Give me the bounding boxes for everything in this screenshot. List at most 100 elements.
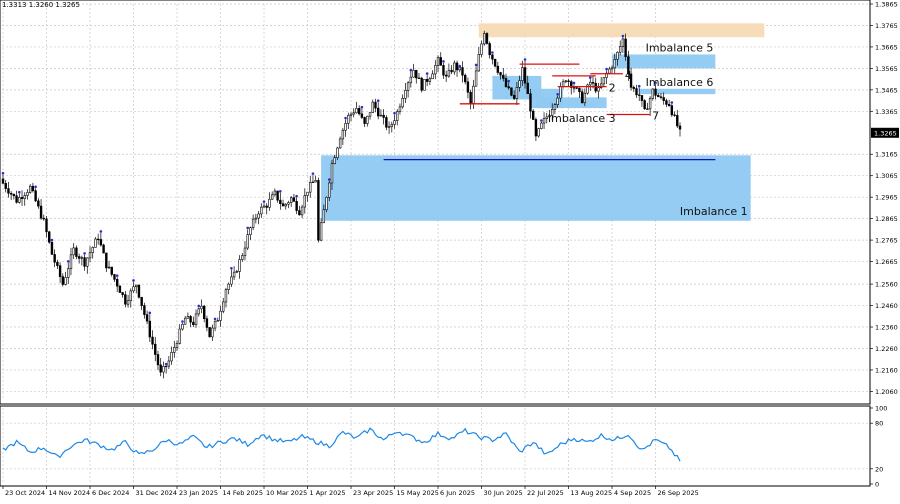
candle-body [230, 276, 233, 285]
candle-body [309, 182, 312, 193]
candle-body [219, 310, 222, 321]
candle-body [591, 81, 595, 84]
time-tick-label: 6 Dec 2024 [92, 489, 129, 497]
swing-marker [148, 311, 152, 315]
candle-body [31, 185, 35, 192]
candle-body [483, 33, 486, 45]
candle-body [132, 286, 135, 292]
candle-body [464, 74, 467, 83]
time-tick-label: 13 Aug 2025 [571, 489, 613, 497]
candle-body [510, 87, 513, 96]
candle-body [377, 107, 380, 117]
swing-marker [621, 34, 625, 38]
swing-marker [474, 63, 478, 67]
candle-body [613, 59, 616, 69]
zone-label: Imbalance 6 [646, 76, 714, 89]
swing-marker [1, 171, 5, 175]
swing-marker [197, 304, 201, 308]
swing-marker [572, 81, 576, 85]
candle-body [121, 292, 124, 295]
swing-marker [654, 81, 657, 85]
price-tick-label: 1.2965 [875, 194, 898, 202]
osc-tick-label: 80 [875, 420, 883, 428]
time-tick-label: 26 Sep 2025 [658, 489, 699, 497]
candle-body [145, 314, 149, 322]
imbalance-zone [321, 155, 751, 221]
candle-body [292, 197, 296, 202]
price-tick-label: 1.2360 [875, 324, 898, 332]
candle-body [488, 43, 491, 56]
candle-body [621, 38, 625, 47]
candle-body [567, 80, 570, 82]
price-tick-label: 1.3365 [875, 108, 898, 116]
candle-body [26, 192, 29, 196]
time-tick-label: 1 Apr 2025 [310, 489, 346, 497]
candle-body [597, 87, 600, 92]
candle-body [173, 347, 176, 353]
candle-body [110, 266, 113, 275]
candle-body [406, 82, 410, 91]
candle-body [34, 190, 37, 202]
candle-body [616, 51, 619, 60]
current-price-label: 1.3265 [874, 129, 897, 137]
candle-body [137, 284, 141, 298]
time-tick-label: 14 Nov 2024 [49, 489, 91, 497]
candle-body [662, 97, 665, 101]
candle-body [515, 87, 519, 99]
candle-body [442, 65, 445, 76]
candle-body [382, 114, 385, 118]
swing-marker [213, 317, 217, 321]
swing-marker [540, 119, 543, 122]
candle-body [415, 69, 418, 79]
candle-body [48, 231, 51, 243]
candle-body [610, 67, 614, 70]
candle-body [216, 320, 219, 322]
candle-body [580, 91, 584, 104]
candle-body [493, 58, 497, 67]
candle-body [393, 120, 396, 125]
candle-body [186, 316, 190, 319]
candle-body [599, 83, 603, 88]
price-tick-label: 1.2160 [875, 366, 898, 374]
label-layer: 24 7 Imbalance 1 Imbalance 3 Imbalance 5 Imba… [548, 41, 748, 217]
candle-body [632, 87, 635, 89]
candle-body [105, 252, 108, 269]
candle-body [534, 119, 538, 137]
candle-body [540, 122, 543, 129]
candle-body [181, 323, 184, 330]
price-tick-label: 1.2460 [875, 302, 898, 310]
candle-body [390, 124, 393, 127]
candle-body [371, 101, 374, 113]
candle-body [336, 147, 339, 158]
candle-body [77, 256, 81, 259]
candle-body [428, 78, 432, 82]
oscillator-line [2, 427, 681, 462]
candle-body [466, 81, 470, 93]
candle-body [183, 317, 187, 325]
ohlc-readout: 1.3313 1.3260 1.3265 [2, 1, 80, 9]
level-layer [383, 63, 716, 161]
price-tick-label: 1.2665 [875, 258, 898, 266]
candle-body [453, 62, 456, 73]
candle-body [200, 305, 203, 310]
candle-body [91, 247, 94, 253]
candle-body [126, 300, 130, 305]
swing-marker [409, 68, 413, 72]
candle-body [496, 65, 500, 73]
candle-body [477, 54, 481, 72]
candle-body [251, 218, 255, 228]
level-label: 2 [609, 82, 616, 95]
candle-body [673, 114, 676, 116]
candle-body [578, 87, 581, 92]
candle-body [20, 197, 24, 199]
candle-body [37, 200, 40, 207]
candle-body [99, 239, 103, 246]
candle-body [162, 365, 165, 373]
candle-body [9, 192, 13, 195]
candle-body [635, 88, 638, 96]
candle-body [676, 115, 679, 127]
candle-body [518, 80, 521, 88]
candle-body [349, 113, 353, 116]
candle-body [238, 259, 241, 272]
